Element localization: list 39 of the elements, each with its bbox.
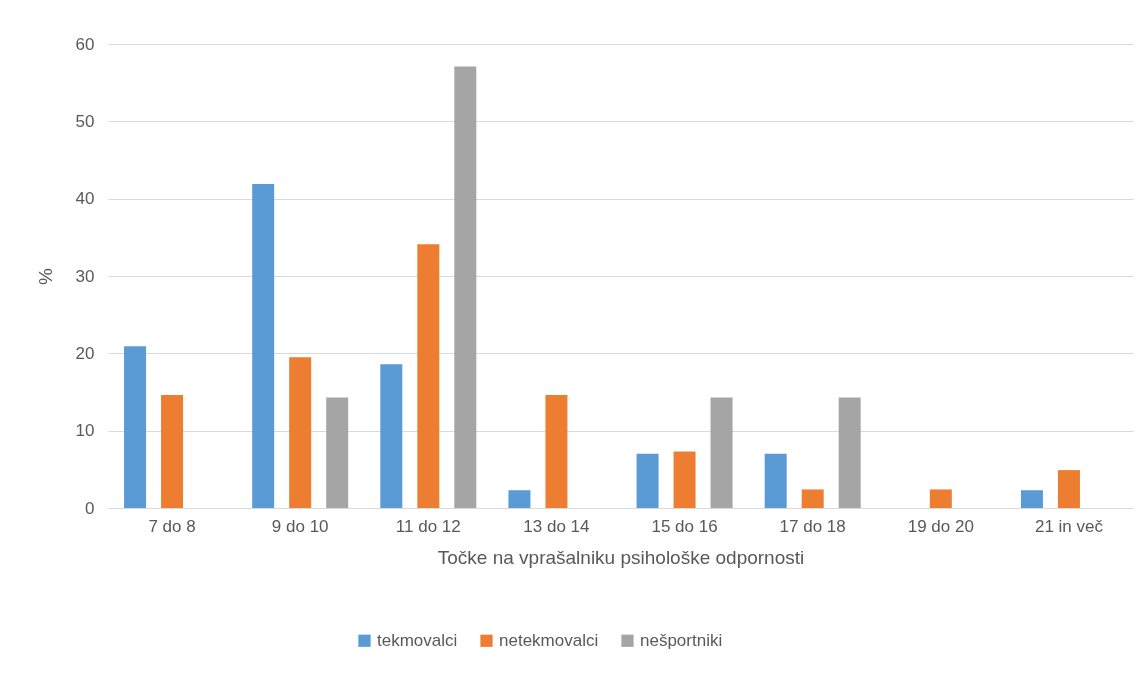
bar xyxy=(161,395,184,508)
y-tick-label: 30 xyxy=(75,266,95,286)
bar xyxy=(673,451,696,508)
x-tick-label: 9 do 10 xyxy=(271,516,329,536)
legend-label: tekmovalci xyxy=(377,630,458,650)
bar xyxy=(124,346,147,508)
y-tick-label: 40 xyxy=(75,189,95,209)
x-tick-label: 19 do 20 xyxy=(907,516,974,536)
y-tick-label: 50 xyxy=(75,111,95,131)
x-axis-title: Točke na vprašalniku psihološke odpornosti xyxy=(437,546,805,568)
bar xyxy=(252,183,275,508)
y-axis-title: % xyxy=(34,267,56,285)
bar xyxy=(636,453,659,508)
legend-label: nešportniki xyxy=(640,630,723,650)
bar xyxy=(454,66,477,508)
bar xyxy=(289,357,312,508)
legend-label: netekmovalci xyxy=(499,630,599,650)
bar xyxy=(801,489,824,508)
y-tick-label: 60 xyxy=(75,34,95,54)
bar xyxy=(545,395,568,508)
bar xyxy=(1020,490,1043,508)
bar xyxy=(417,244,440,508)
bar xyxy=(710,397,733,508)
bar xyxy=(929,489,952,508)
x-tick-label: 7 do 8 xyxy=(148,516,196,536)
y-tick-label: 10 xyxy=(75,421,95,441)
x-tick-label: 15 do 16 xyxy=(651,516,718,536)
y-tick-label: 0 xyxy=(85,498,95,518)
bar xyxy=(380,364,403,508)
bar xyxy=(838,397,861,508)
y-tick-label: 20 xyxy=(75,343,95,363)
bar xyxy=(1057,470,1080,508)
bar xyxy=(326,397,349,508)
x-tick-label: 13 do 14 xyxy=(523,516,590,536)
x-tick-label: 21 in več xyxy=(1034,516,1104,536)
bar xyxy=(508,490,531,508)
bar xyxy=(764,453,787,508)
x-tick-label: 17 do 18 xyxy=(779,516,846,536)
x-tick-label: 11 do 12 xyxy=(395,516,461,536)
